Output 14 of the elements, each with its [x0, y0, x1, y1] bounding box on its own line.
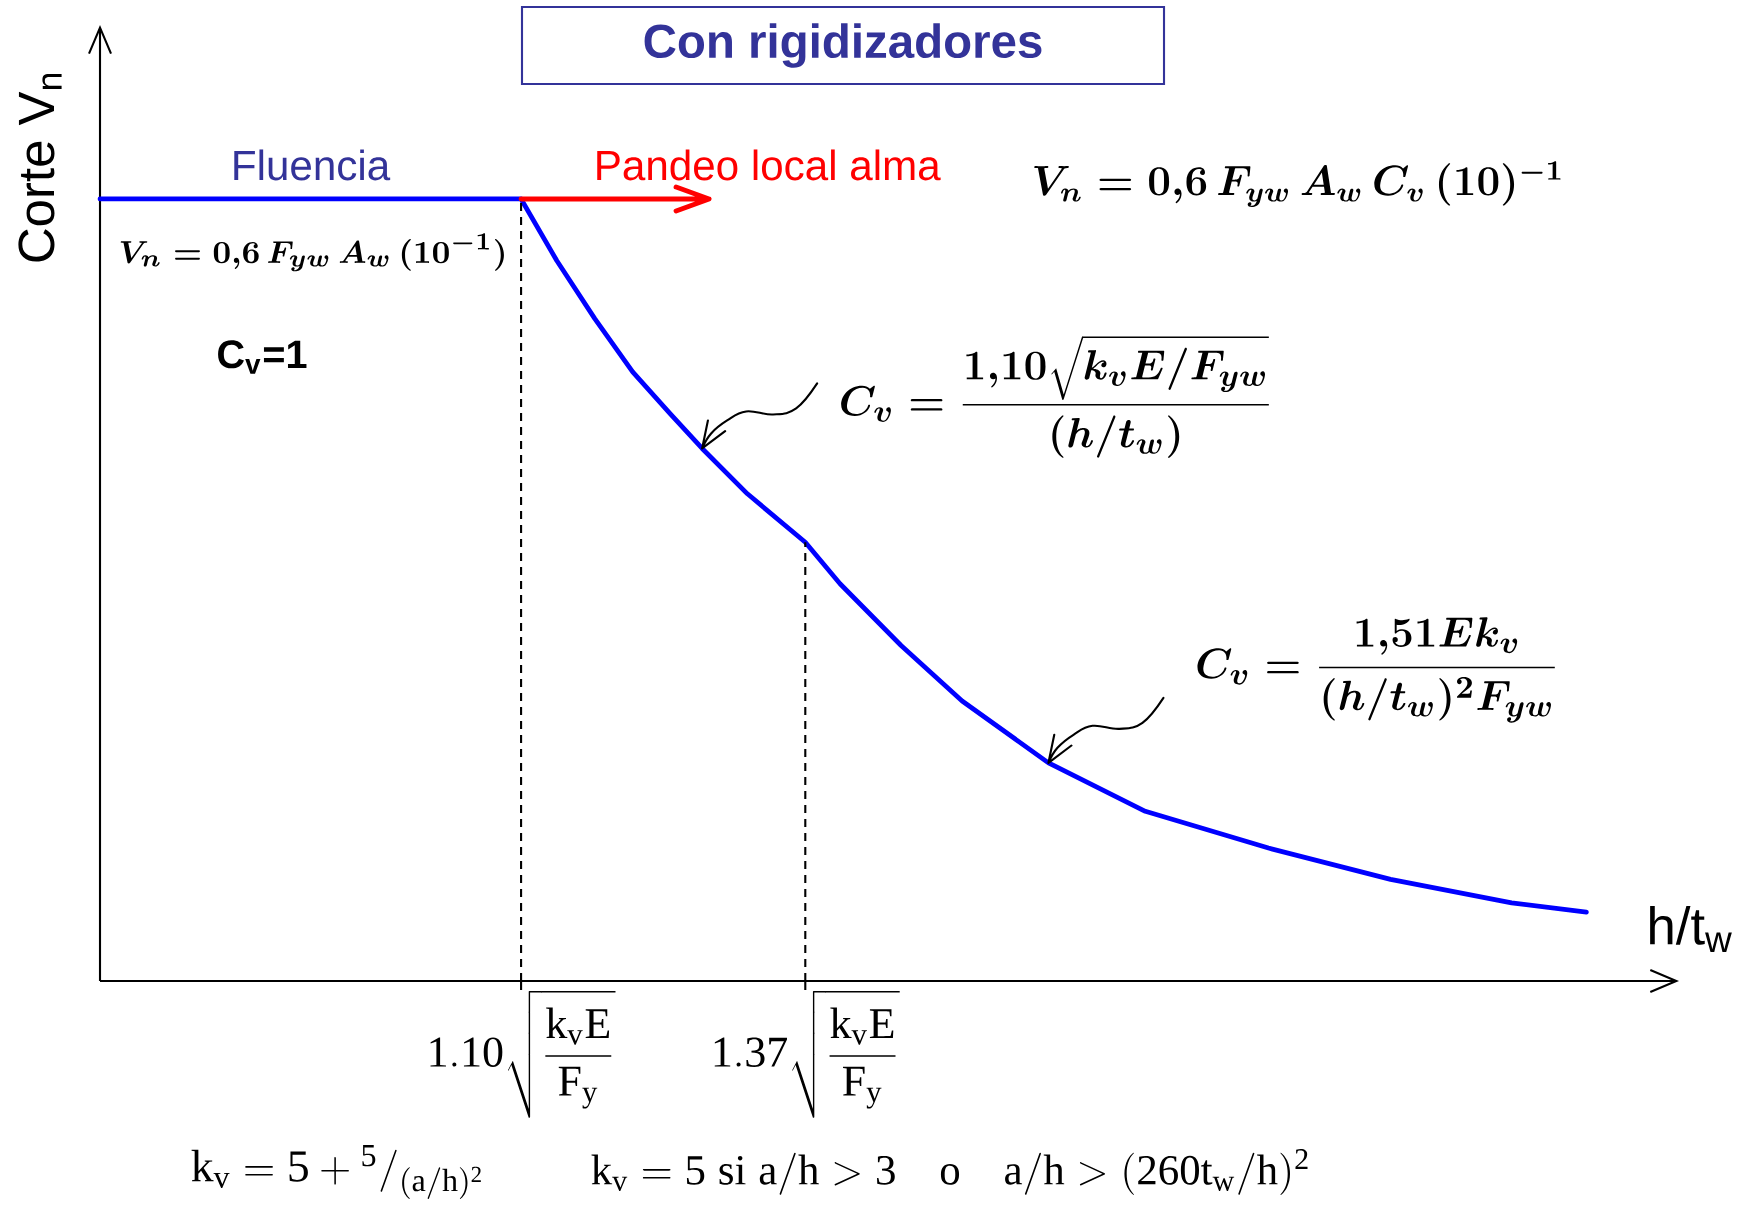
annotation: $V_{n} = 0{,}6\,F_{yw}\,A_{w}\,(10^{-1})$	[120, 233, 504, 272]
chart-title: Con rigidizadores	[644, 23, 1042, 68]
x-tick-label: $\mathrm{1.10\sqrt{\frac{k_{v}E}{F_{y}}}}$	[430, 991, 616, 1118]
annotation: Fluencia	[234, 149, 391, 181]
annotation: Pandeo local alma	[597, 149, 941, 181]
text: $\mathrm{k_{v} = 5 + {}^{5}/_{(a/h)^{2}}}$	[191, 1145, 481, 1199]
annotation: $C_{v} = \frac{1{,}10\sqrt{k_{v}E/F_{yw}}}{(h/t_{w})}$	[841, 336, 1269, 458]
x-tick-label: $\mathrm{1.37\sqrt{\frac{k_{v}E}{F_{y}}}}$	[714, 991, 900, 1118]
annotation: C$_{v}$=1	[218, 340, 307, 374]
annotation: $V_{n} = 0{,}6\,F_{yw}\,A_{w}\,C_{v}\,(10)^{-1}$	[1034, 161, 1561, 208]
x-axis-title: h/t$_{w}$	[1650, 906, 1732, 952]
annotation: $C_{v} = \frac{1{,}51Ek_{v}}{(h/t_{w})^{2}F_{yw}}$	[1197, 617, 1555, 723]
y-axis-title: Corte V$_{n}$	[18, 73, 62, 262]
text: $\mathrm{k_{v} = 5\ si\ a/h > 3\quad o\quad a/h > (260t_{w}/h)^{2}}$	[591, 1149, 1308, 1195]
